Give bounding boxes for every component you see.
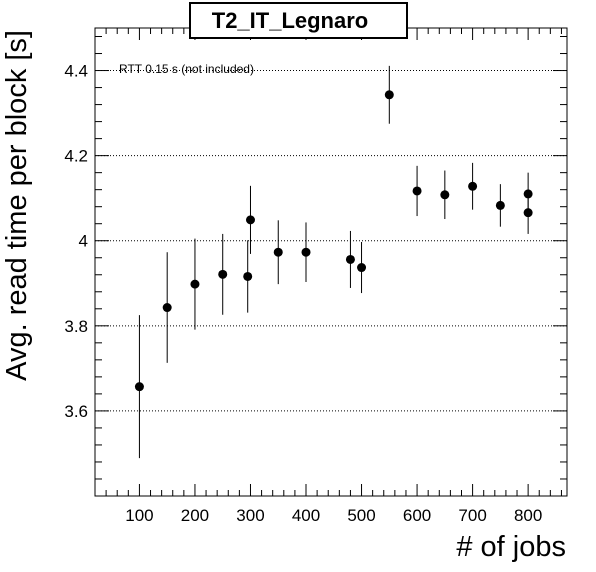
x-tick-labels: 100 200 300 400 500 600 700 800 [125,506,542,525]
data-point [134,382,144,392]
x-tick-label-300: 300 [236,506,264,525]
x-tick-label-800: 800 [514,506,542,525]
data-point [523,189,533,199]
data-point [301,247,311,257]
data-point [345,254,355,264]
data-point [523,208,533,218]
chart-title: T2_IT_Legnaro [212,8,368,33]
data-points [134,90,533,392]
axis-ticks [95,28,567,496]
y-tick-label-4.2: 4.2 [64,147,88,166]
y-axis-title: Avg. read time per block [s] [1,30,33,381]
error-bars [138,65,529,459]
y-tick-label-3.8: 3.8 [64,317,88,336]
data-point [162,303,172,313]
x-tick-label-600: 600 [403,506,431,525]
data-point [357,263,367,273]
y-tick-label-4.4: 4.4 [64,62,88,81]
data-point [243,271,253,281]
x-tick-label-500: 500 [347,506,375,525]
x-tick-label-100: 100 [125,506,153,525]
y-tick-label-3.6: 3.6 [64,402,88,421]
x-tick-label-700: 700 [458,506,486,525]
data-point [412,186,422,196]
data-point [468,181,478,191]
y-tick-label-4: 4 [79,232,88,251]
data-point [384,90,394,100]
data-point [273,247,283,257]
x-tick-label-400: 400 [292,506,320,525]
x-axis-title: # of jobs [456,531,566,563]
rtt-annotation: RTT 0.15 s (not included) [119,62,254,76]
data-point [190,279,200,289]
data-point [245,215,255,225]
title-box [189,2,408,39]
x-tick-label-200: 200 [181,506,209,525]
plot-frame [94,27,568,497]
data-point [218,269,228,279]
data-point [495,200,505,210]
y-tick-labels: 3.6 3.8 4 4.2 4.4 [64,62,88,421]
data-point [440,190,450,200]
grid [95,70,567,412]
